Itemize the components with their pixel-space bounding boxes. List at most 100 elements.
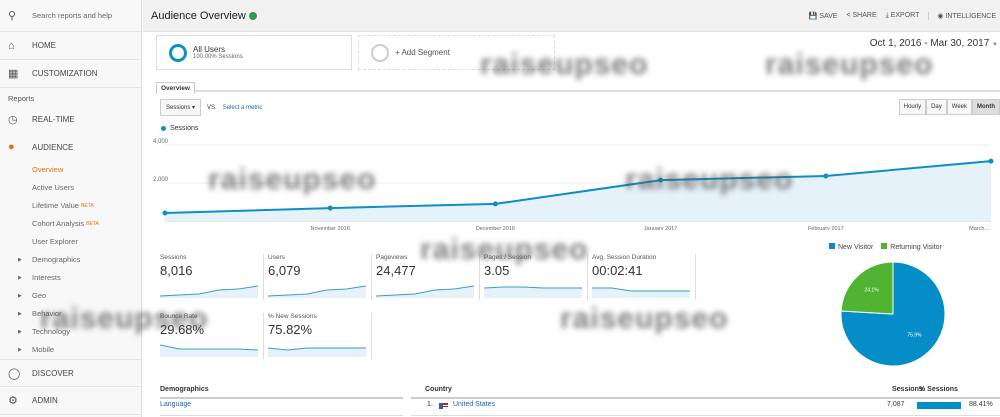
label: Language — [160, 401, 192, 408]
data-point[interactable] — [658, 177, 664, 183]
hourly-button[interactable]: Hourly — [898, 99, 927, 115]
sidebar-item-discover[interactable]: ◯ DISCOVER — [0, 359, 141, 387]
day-button[interactable]: Day — [926, 99, 947, 115]
pct-bar — [917, 402, 962, 409]
sessions-chart: 2,000 4,000 November 2016 December 2016 Janu… — [153, 139, 994, 230]
label: Returning Visitor — [890, 244, 942, 251]
label: ADMIN — [32, 396, 58, 405]
language-link[interactable]: Language — [160, 401, 403, 416]
legend-new-visitor: New Visitor — [829, 243, 873, 251]
metric-users: Users 6,079 — [268, 254, 372, 300]
sidebar-sub-lifetime-value[interactable]: Lifetime Value BETA — [0, 197, 141, 215]
segment-name: All Users — [193, 45, 226, 54]
sidebar-group-technology[interactable]: ▶ Technology — [0, 323, 141, 341]
metric-label: Pageviews — [376, 254, 408, 261]
export-icon: ⤓ — [885, 11, 889, 19]
dashboard-icon: ▦ — [8, 68, 19, 80]
sidebar-item-home[interactable]: ⌂ HOME — [0, 32, 141, 60]
metric-pageviews: Pageviews 24,477 — [376, 254, 480, 300]
gear-icon: ⚙ — [8, 395, 18, 407]
intelligence-button[interactable]: ◉ INTELLIGENCE — [928, 11, 996, 20]
sidebar-sub-user-explorer[interactable]: User Explorer — [32, 237, 78, 246]
save-button[interactable]: 💾 SAVE — [809, 12, 838, 20]
sidebar-item-audience[interactable]: ● AUDIENCE — [0, 133, 141, 161]
sidebar-group-mobile[interactable]: ▶ Mobile — [0, 341, 141, 359]
legend-label: Sessions — [170, 125, 199, 132]
sidebar-item-customization[interactable]: ▦ CUSTOMIZATION — [0, 60, 141, 88]
metric-value: 24,477 — [376, 263, 416, 278]
lightbulb-icon: ◯ — [8, 367, 21, 380]
home-icon: ⌂ — [8, 39, 15, 52]
data-point[interactable] — [492, 201, 498, 207]
legend-dot — [161, 126, 166, 131]
sidebar-sub-overview[interactable]: Overview — [32, 165, 64, 174]
clock-icon: ◷ — [8, 113, 18, 126]
label: Geo — [32, 291, 47, 300]
label: DISCOVER — [32, 368, 74, 378]
data-point[interactable] — [162, 210, 168, 216]
label: Mobile — [32, 345, 55, 354]
chart-controls: Sessions ▾ VS. Select a metric — [160, 99, 262, 116]
export-button[interactable]: ⤓ EXPORT — [886, 12, 920, 20]
select-metric-link[interactable]: Select a metric — [222, 104, 263, 111]
data-point[interactable] — [988, 158, 994, 164]
week-button[interactable]: Week — [946, 99, 972, 115]
sidebar-sub-active-users[interactable]: Active Users — [32, 183, 75, 192]
metric-label: % New Sessions — [268, 313, 317, 320]
share-button[interactable]: < SHARE — [846, 12, 876, 20]
metric-label: Users — [268, 254, 285, 261]
verified-icon — [248, 11, 257, 20]
data-point[interactable] — [327, 205, 333, 211]
country-link[interactable]: United States — [453, 401, 496, 408]
metric-value: 8,016 — [160, 263, 193, 278]
us-flag-icon — [439, 403, 448, 409]
sidebar-group-interests[interactable]: ▶ Interests — [0, 269, 141, 287]
sidebar-group-demographics[interactable]: ▶ Demographics — [0, 251, 141, 269]
date-range: Oct 1, 2016 - Mar 30, 2017 — [869, 38, 990, 49]
sidebar: ⚲ Search reports and help ⌂ HOME ▦ CUSTOMIZ… — [0, 0, 142, 417]
y-tick-label: 4,000 — [153, 139, 169, 145]
tab-overview[interactable]: Overview — [156, 82, 195, 94]
sidebar-item-admin[interactable]: ⚙ ADMIN — [0, 387, 141, 415]
metric-value: 3.05 — [484, 263, 510, 278]
label: EXPORT — [890, 11, 920, 19]
data-point[interactable] — [823, 173, 829, 179]
date-range-picker[interactable]: Oct 1, 2016 - Mar 30, 2017 ▼ — [870, 38, 998, 49]
metric-value: 75.82% — [268, 322, 313, 337]
segment-all-users[interactable]: All Users 100.00% Sessions — [156, 35, 352, 70]
search-box[interactable]: ⚲ Search reports and help — [0, 0, 141, 32]
sidebar-item-realtime[interactable]: ◷ REAL-TIME — [0, 105, 141, 133]
beta-badge: BETA — [81, 203, 94, 209]
page-title: Audience Overview — [151, 9, 246, 22]
add-segment-icon — [371, 43, 389, 62]
pie-legend: New Visitor Returning Visitor — [829, 243, 942, 251]
demographics-header: Demographics — [160, 386, 403, 399]
sparkline — [268, 347, 366, 357]
sparkline — [160, 344, 258, 357]
sessions-header: Sessions — [892, 386, 923, 393]
month-button[interactable]: Month — [972, 99, 1000, 115]
beta-badge: BETA — [86, 221, 99, 227]
metric-value: 29.68% — [160, 322, 205, 337]
pie-slice[interactable] — [840, 261, 894, 315]
table-row: 1. United States 7,087 88.41% — [411, 401, 1000, 416]
label: New Visitor — [838, 244, 874, 251]
add-segment-button[interactable]: + Add Segment — [358, 35, 555, 70]
metric-value: 6,079 — [268, 263, 301, 278]
label: Sessions — [166, 105, 191, 111]
metric-label: Bounce Rate — [160, 313, 198, 320]
expand-arrow-icon: ▶ — [18, 293, 22, 299]
expand-arrow-icon: ▶ — [18, 257, 22, 263]
pie-label: 24.1% — [864, 287, 879, 293]
metric-bounce-rate: Bounce Rate 29.68% — [160, 313, 264, 359]
person-icon: ● — [8, 141, 15, 153]
country-header: Country — [425, 386, 452, 393]
sidebar-group-geo[interactable]: ▶ Geo — [0, 287, 141, 305]
label: + Add Segment — [395, 48, 450, 57]
metric--new-sessions: % New Sessions 75.82% — [268, 313, 372, 359]
search-icon: ⚲ — [8, 10, 17, 22]
sidebar-sub-cohort[interactable]: Cohort Analysis BETA — [0, 215, 141, 233]
metric-dropdown[interactable]: Sessions ▾ — [160, 99, 202, 116]
label: SAVE — [819, 12, 838, 20]
sidebar-group-behavior[interactable]: ▶ Behavior — [0, 305, 141, 323]
